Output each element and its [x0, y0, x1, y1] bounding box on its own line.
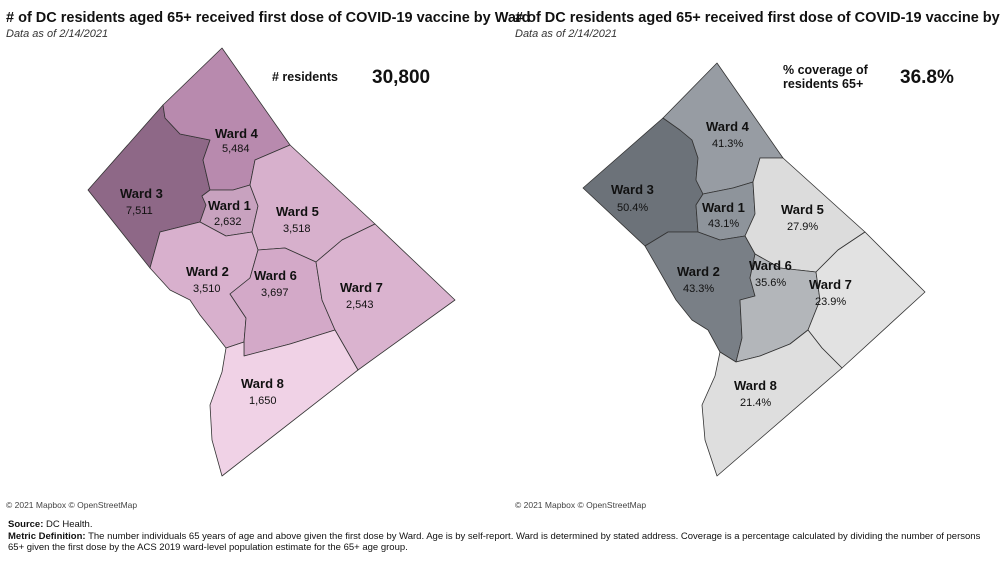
map-subtitle: Data as of 2/14/2021	[515, 28, 618, 40]
map-panel-coverage: # of DC residents aged 65+ received firs…	[505, 0, 1000, 515]
ward-3-value: 7,511	[126, 205, 153, 217]
ward-1-value: 2,632	[214, 216, 242, 228]
ward-6-value: 35.6%	[755, 277, 786, 289]
ward-2-region[interactable]	[644, 231, 756, 363]
ward-8-value: 21.4%	[740, 397, 771, 409]
ward-6-label: Ward 6	[749, 258, 792, 273]
ward-5-label: Ward 5	[781, 202, 824, 217]
ward-7-region[interactable]	[315, 223, 456, 371]
ward-4-label: Ward 4	[215, 126, 259, 141]
ward-2-label: Ward 2	[186, 264, 229, 279]
ward-5-label: Ward 5	[276, 204, 319, 219]
kpi-label-line1: % coverage of	[783, 63, 868, 77]
ward-4-value: 5,484	[222, 143, 250, 155]
ward-1-label: Ward 1	[208, 198, 251, 213]
ward-4-label: Ward 4	[706, 119, 750, 134]
ward-1-value: 43.1%	[708, 218, 739, 230]
ward-8-region[interactable]	[209, 329, 359, 477]
map-attribution: © 2021 Mapbox © OpenStreetMap	[515, 500, 647, 510]
ward-2-value: 43.3%	[683, 283, 714, 295]
ward-3-label: Ward 3	[611, 182, 654, 197]
ward-3-value: 50.4%	[617, 202, 648, 214]
ward-2-value: 3,510	[193, 283, 221, 295]
map-panel-residents: # of DC residents aged 65+ received firs…	[0, 0, 530, 515]
kpi-label: % coverage of residents 65+	[783, 63, 868, 91]
ward-labels: Ward 4 5,484 Ward 3 7,511 Ward 1 2,632 W…	[120, 126, 383, 407]
ward-4-value: 41.3%	[712, 138, 743, 150]
ward-7-label: Ward 7	[340, 280, 383, 295]
ward-7-label: Ward 7	[809, 277, 852, 292]
map-title: # of DC residents aged 65+ received firs…	[6, 10, 531, 26]
dc-ward-map: Ward 4 5,484 Ward 3 7,511 Ward 1 2,632 W…	[87, 47, 456, 477]
map-subtitle: Data as of 2/14/2021	[6, 28, 109, 40]
kpi-label-line2: residents 65+	[783, 77, 864, 91]
footer-notes: Source: DC Health. Metric Definition: Th…	[8, 519, 993, 554]
map-attribution: © 2021 Mapbox © OpenStreetMap	[6, 500, 138, 510]
metric-definition: Metric Definition: The number individual…	[8, 531, 993, 554]
kpi-value: 36.8%	[900, 67, 954, 88]
kpi-label: # residents	[272, 70, 339, 84]
ward-3-label: Ward 3	[120, 186, 163, 201]
ward-labels: Ward 4 41.3% Ward 3 50.4% Ward 1 43.1% W…	[611, 119, 852, 409]
ward-5-value: 3,518	[283, 223, 311, 235]
map-title: # of DC residents aged 65+ received firs…	[515, 10, 1000, 26]
metric-label: Metric Definition:	[8, 530, 86, 542]
source-note: Source: DC Health.	[8, 519, 993, 531]
kpi-value: 30,800	[372, 67, 431, 88]
ward-8-label: Ward 8	[241, 376, 284, 391]
ward-8-label: Ward 8	[734, 378, 777, 393]
dc-ward-map: Ward 4 41.3% Ward 3 50.4% Ward 1 43.1% W…	[582, 62, 926, 477]
ward-8-value: 1,650	[249, 395, 277, 407]
metric-text: The number individuals 65 years of age a…	[8, 530, 981, 554]
ward-7-value: 2,543	[346, 299, 374, 311]
ward-5-value: 27.9%	[787, 221, 818, 233]
source-label: Source:	[8, 519, 44, 530]
source-text: DC Health.	[46, 519, 93, 530]
ward-1-label: Ward 1	[702, 200, 745, 215]
ward-2-label: Ward 2	[677, 264, 720, 279]
ward-7-value: 23.9%	[815, 296, 846, 308]
ward-8-region[interactable]	[701, 329, 843, 477]
ward-6-label: Ward 6	[254, 268, 297, 283]
ward-6-value: 3,697	[261, 287, 289, 299]
